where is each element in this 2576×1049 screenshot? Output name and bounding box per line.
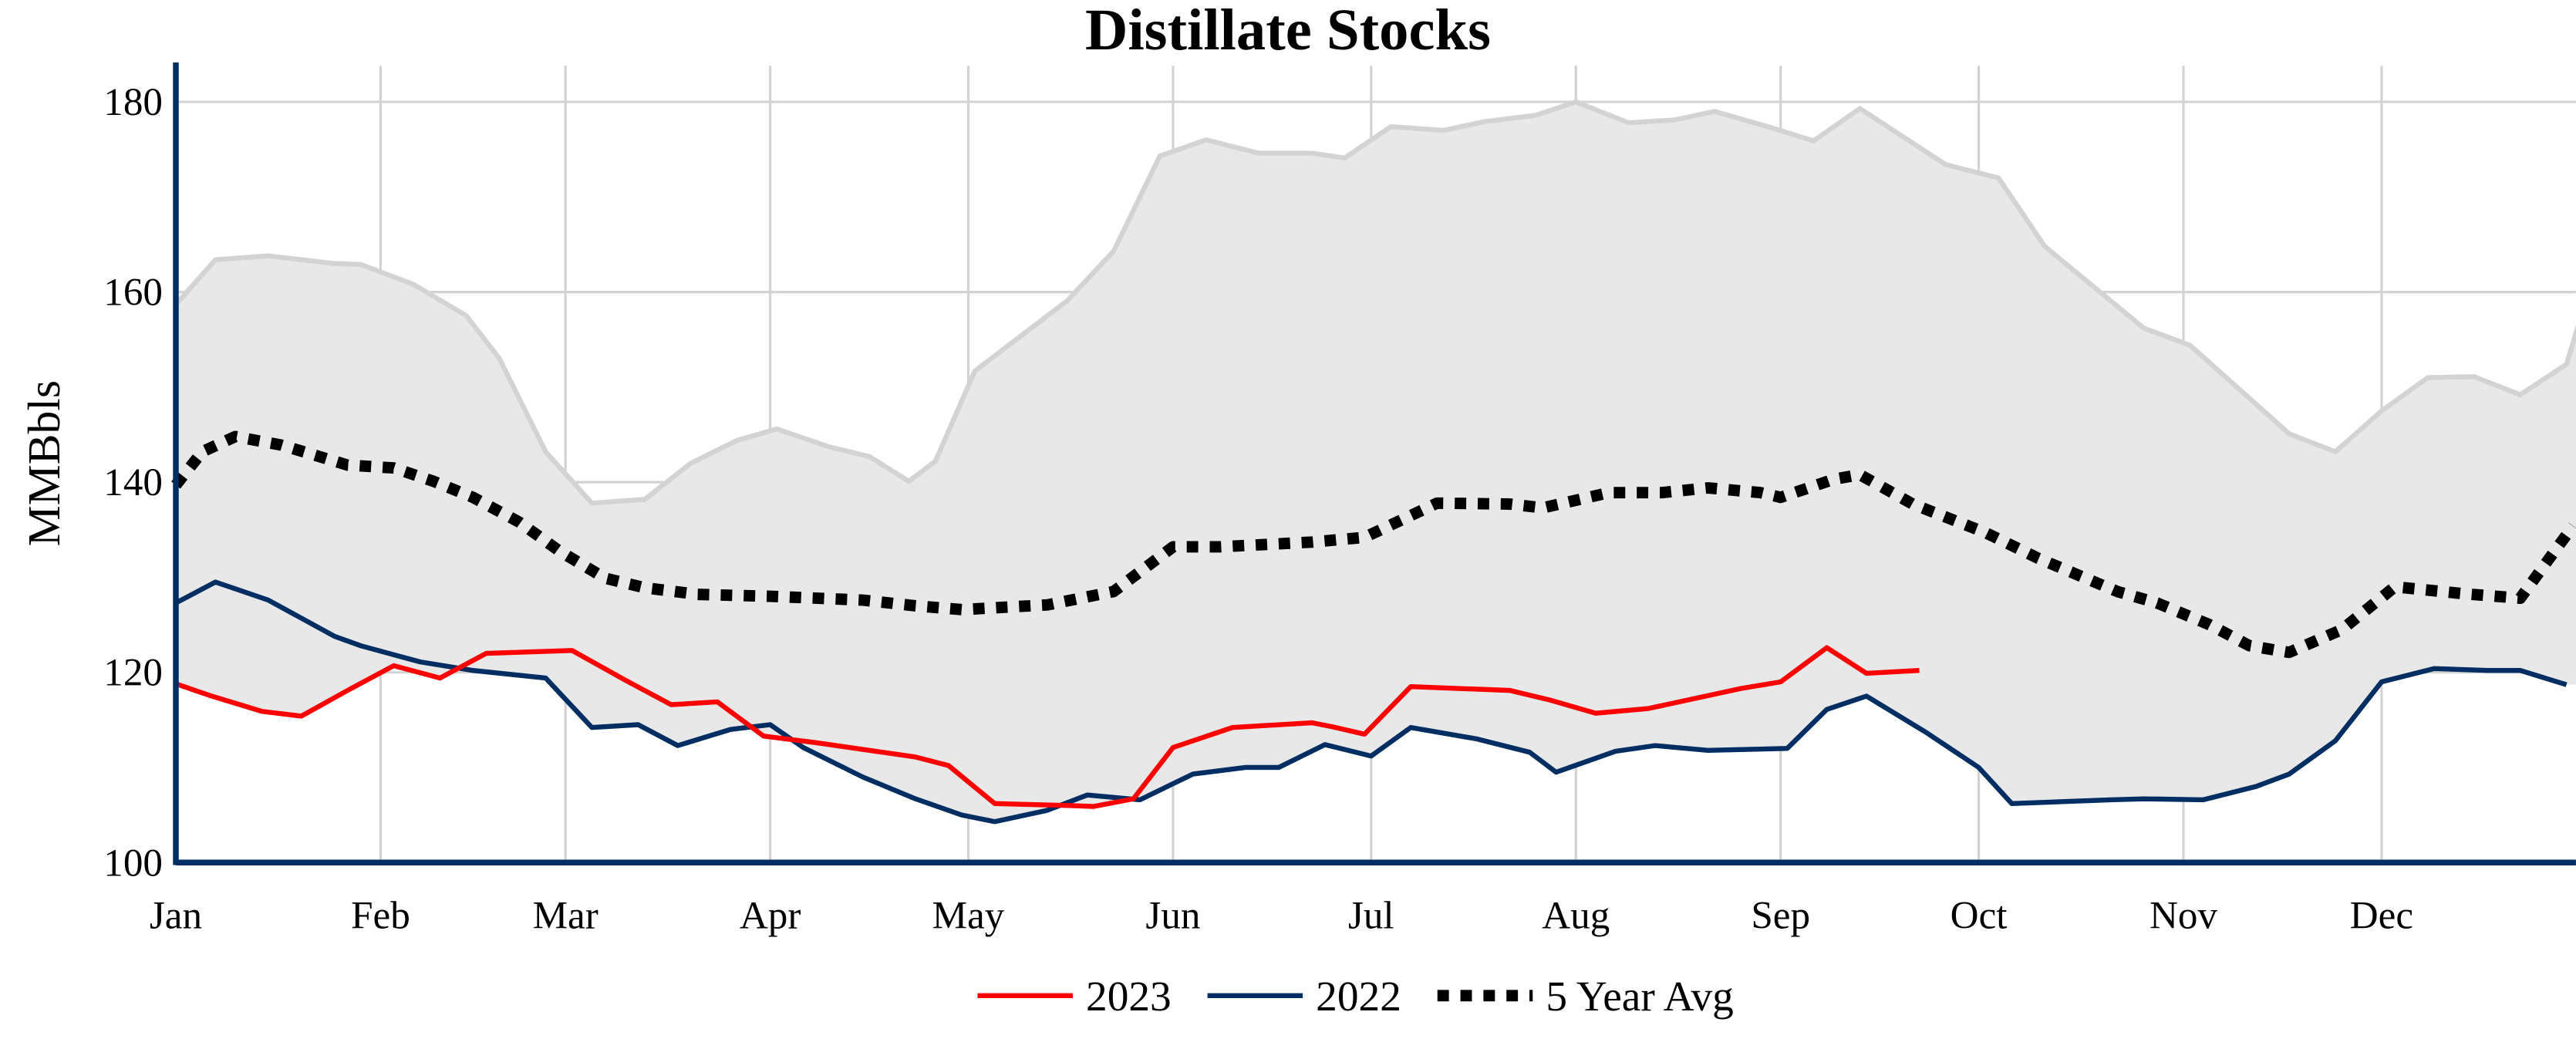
y-tick-label: 100: [103, 841, 163, 885]
chart-title: Distillate Stocks: [1085, 0, 1491, 62]
axes: [173, 62, 2576, 865]
legend-item-5-year-avg[interactable]: 5 Year Avg: [1437, 973, 1734, 1020]
x-tick-label: Aug: [1542, 893, 1610, 937]
series-line-5-year-avg: [171, 430, 2576, 659]
series-line-2023: [174, 645, 1920, 809]
legend[interactable]: 2023 2022 5 Year Avg: [977, 973, 1734, 1020]
x-tick-label: Apr: [740, 893, 801, 937]
legend-item-2022[interactable]: 2022: [1207, 973, 1401, 1020]
legend-label: 2023: [1086, 973, 1172, 1020]
five-year-range: [174, 99, 2576, 822]
x-tick-label: Jan: [150, 893, 202, 937]
x-tick-label: Mar: [533, 893, 598, 937]
x-tick-label: Feb: [351, 893, 410, 937]
y-axis-label: MMBbls: [19, 380, 69, 546]
y-tick-label: 120: [103, 651, 163, 695]
tick-labels: 100 120 140 160 180 Jan Feb Mar Apr May Jun Jul Aug S…: [103, 80, 2413, 937]
series-lines: [171, 430, 2576, 825]
legend-item-2023[interactable]: 2023: [977, 973, 1172, 1020]
y-tick-label: 160: [103, 271, 163, 315]
x-tick-label: Nov: [2149, 893, 2217, 937]
x-tick-label: Oct: [1951, 893, 2008, 937]
x-tick-label: May: [932, 893, 1005, 937]
legend-label: 2022: [1316, 973, 1401, 1020]
x-tick-label: Jun: [1145, 893, 1200, 937]
x-tick-label: Dec: [2350, 893, 2413, 937]
series-line-2022: [174, 579, 2568, 825]
y-tick-label: 180: [103, 80, 163, 124]
y-tick-label: 140: [103, 460, 163, 504]
legend-label: 5 Year Avg: [1546, 973, 1734, 1020]
range-max-line: [174, 99, 2576, 506]
range-fill: [175, 102, 2576, 822]
x-tick-label: Jul: [1348, 893, 1394, 937]
x-tick-label: Sep: [1751, 893, 1810, 937]
